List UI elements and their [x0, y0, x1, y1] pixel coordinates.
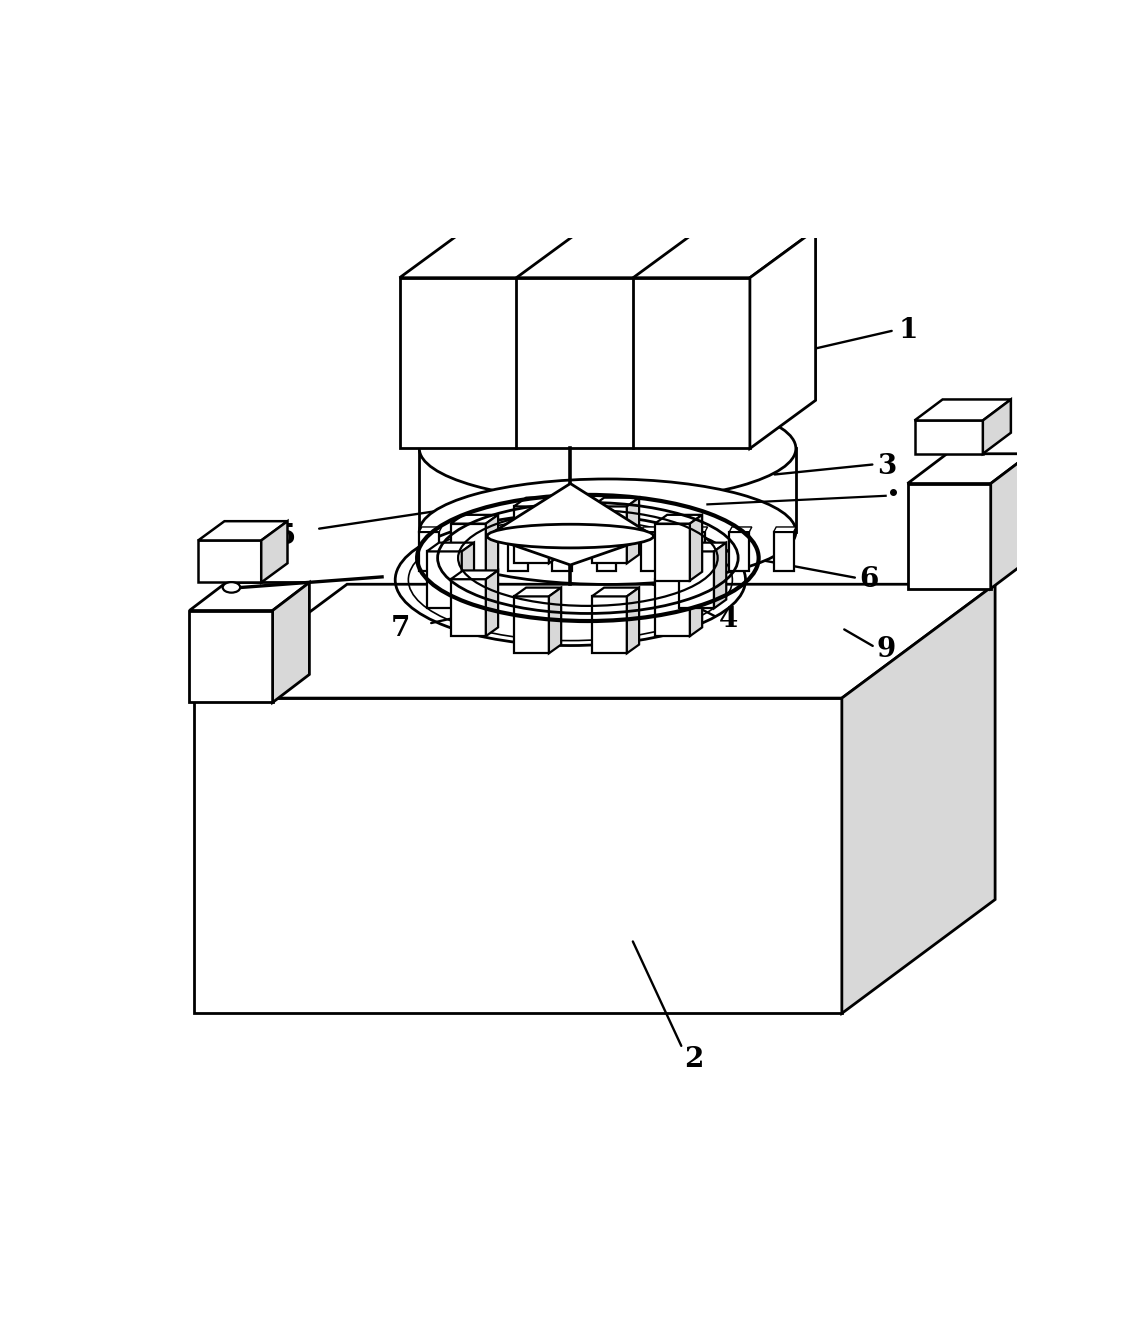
- Polygon shape: [486, 516, 498, 581]
- Ellipse shape: [419, 396, 796, 501]
- Polygon shape: [774, 528, 797, 532]
- Bar: [655, 524, 690, 581]
- Bar: [907, 483, 991, 589]
- Text: 2: 2: [685, 1046, 704, 1074]
- Bar: [914, 420, 983, 454]
- Bar: [451, 524, 486, 581]
- Polygon shape: [627, 588, 640, 653]
- Bar: [730, 532, 749, 572]
- Text: 9: 9: [877, 636, 896, 663]
- Ellipse shape: [487, 525, 653, 548]
- Text: 6: 6: [859, 566, 879, 593]
- Text: 4: 4: [719, 605, 739, 633]
- Bar: [194, 698, 842, 1014]
- Bar: [427, 552, 462, 608]
- Polygon shape: [198, 521, 287, 541]
- Polygon shape: [592, 498, 640, 506]
- Text: 1: 1: [898, 317, 919, 344]
- Polygon shape: [627, 498, 640, 564]
- Bar: [198, 541, 261, 582]
- Bar: [592, 506, 627, 564]
- Bar: [451, 580, 486, 636]
- Polygon shape: [730, 528, 751, 532]
- Polygon shape: [272, 582, 310, 703]
- Polygon shape: [451, 516, 498, 524]
- Ellipse shape: [223, 582, 241, 593]
- Text: 3: 3: [877, 453, 896, 479]
- Polygon shape: [427, 542, 475, 552]
- Polygon shape: [597, 528, 619, 532]
- Polygon shape: [592, 588, 640, 596]
- Polygon shape: [750, 229, 816, 449]
- Polygon shape: [842, 584, 996, 1014]
- Polygon shape: [553, 528, 575, 532]
- Polygon shape: [679, 542, 727, 552]
- Bar: [463, 532, 484, 572]
- Polygon shape: [419, 528, 442, 532]
- Polygon shape: [507, 528, 530, 532]
- Text: 5: 5: [277, 522, 296, 549]
- Polygon shape: [190, 582, 310, 611]
- Polygon shape: [549, 588, 562, 653]
- Polygon shape: [462, 542, 475, 608]
- Bar: [685, 532, 705, 572]
- Polygon shape: [451, 570, 498, 580]
- Polygon shape: [487, 483, 653, 536]
- Text: 8: 8: [201, 636, 220, 663]
- Bar: [419, 449, 796, 532]
- Polygon shape: [714, 542, 727, 608]
- Polygon shape: [463, 528, 486, 532]
- Bar: [597, 532, 617, 572]
- Polygon shape: [655, 516, 702, 524]
- Polygon shape: [641, 528, 663, 532]
- Polygon shape: [400, 229, 816, 277]
- Polygon shape: [194, 584, 996, 698]
- Polygon shape: [655, 570, 702, 580]
- Bar: [774, 532, 793, 572]
- Bar: [400, 277, 750, 449]
- Polygon shape: [690, 570, 702, 636]
- Bar: [679, 552, 714, 608]
- Bar: [514, 506, 549, 564]
- Polygon shape: [514, 588, 562, 596]
- Polygon shape: [991, 454, 1031, 589]
- Polygon shape: [487, 536, 653, 565]
- Bar: [419, 532, 440, 572]
- Bar: [553, 532, 572, 572]
- Ellipse shape: [419, 479, 796, 584]
- Bar: [641, 532, 661, 572]
- Polygon shape: [907, 454, 1031, 483]
- Bar: [507, 532, 528, 572]
- Bar: [655, 580, 690, 636]
- Polygon shape: [685, 528, 707, 532]
- Text: 7: 7: [391, 615, 410, 641]
- Polygon shape: [983, 399, 1011, 454]
- Polygon shape: [514, 498, 562, 506]
- Bar: [190, 611, 272, 703]
- Bar: [514, 596, 549, 653]
- Polygon shape: [261, 521, 287, 582]
- Polygon shape: [690, 516, 702, 581]
- Polygon shape: [914, 399, 1011, 420]
- Polygon shape: [486, 570, 498, 636]
- Polygon shape: [549, 498, 562, 564]
- Bar: [592, 596, 627, 653]
